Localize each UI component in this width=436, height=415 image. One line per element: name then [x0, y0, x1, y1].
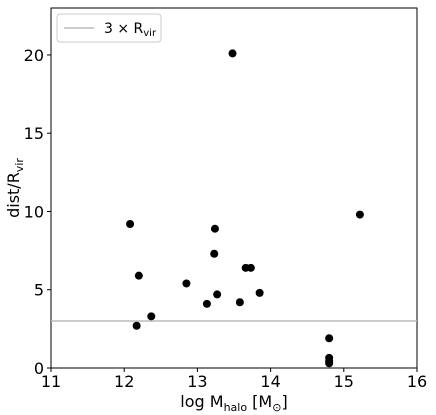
legend-box	[56, 13, 162, 43]
data-point	[325, 334, 334, 343]
x-tick-label: 14	[260, 372, 280, 391]
y-tick-label: 15	[24, 124, 44, 143]
data-point	[246, 263, 255, 272]
data-point	[147, 312, 156, 321]
x-axis-title: log Mhalo [M⊙]	[180, 392, 287, 414]
data-point	[228, 49, 237, 58]
data-point	[182, 279, 191, 288]
data-point	[210, 224, 219, 233]
data-point	[355, 210, 364, 219]
data-point	[210, 249, 219, 258]
x-tick-label: 13	[187, 372, 207, 391]
x-tick-label: 11	[41, 372, 61, 391]
x-tick-label: 12	[114, 372, 134, 391]
y-tick-label: 0	[34, 359, 44, 378]
data-point	[235, 298, 244, 307]
data-point	[255, 288, 264, 297]
plot-frame	[50, 7, 418, 369]
y-tick-label: 5	[34, 281, 44, 300]
data-point	[202, 299, 211, 308]
data-point	[213, 290, 222, 299]
legend: 3 × Rvir	[56, 13, 162, 43]
x-tick-label: 16	[407, 372, 427, 391]
x-tick-label: 15	[334, 372, 354, 391]
y-tick-label: 20	[24, 46, 44, 65]
y-tick-label: 10	[24, 202, 44, 221]
data-point	[325, 359, 334, 368]
data-point	[126, 220, 135, 228]
legend-label: 3 × Rvir	[104, 21, 157, 39]
data-point	[134, 271, 143, 280]
data-point	[132, 321, 141, 330]
plot-area: 11 12 13 14 15 16 0 5 10 15 20	[24, 7, 427, 391]
y-axis-title: dist/Rvir	[4, 158, 26, 218]
